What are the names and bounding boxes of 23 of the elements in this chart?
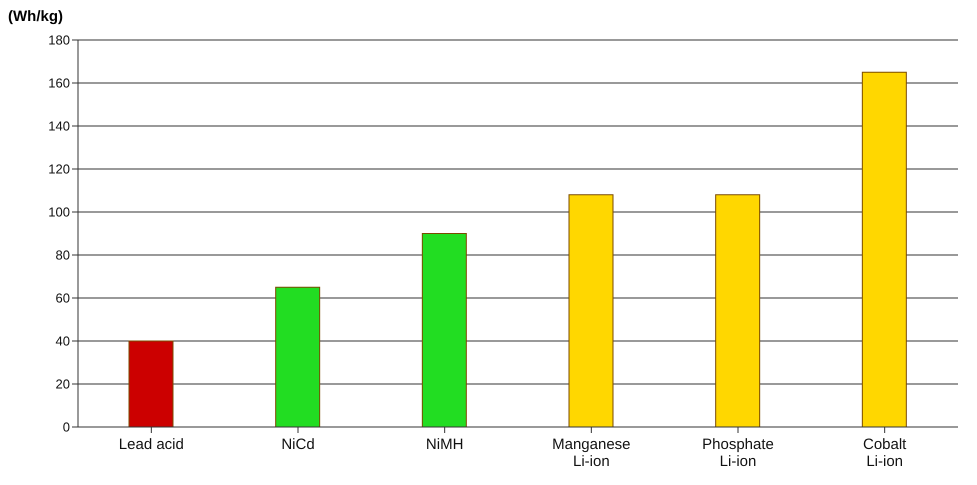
y-tick-label: 60 bbox=[56, 290, 70, 306]
x-tick-label: Lead acid bbox=[118, 436, 184, 453]
bar bbox=[862, 72, 907, 427]
y-axis-title: (Wh/kg) bbox=[8, 8, 63, 25]
bar bbox=[568, 194, 614, 427]
x-tick-label: NiMH bbox=[426, 436, 464, 453]
x-tick-label: NiCd bbox=[281, 436, 315, 453]
bar bbox=[128, 340, 174, 427]
y-tick-label: 80 bbox=[56, 248, 70, 263]
x-tick-label: Cobalt Li-ion bbox=[862, 436, 908, 470]
bar bbox=[715, 194, 760, 427]
y-tick-label: 100 bbox=[48, 204, 70, 220]
y-tick-label: 180 bbox=[48, 32, 70, 48]
y-tick-label: 0 bbox=[62, 420, 70, 435]
x-tick-label: Manganese Li-ion bbox=[552, 436, 631, 470]
bar bbox=[422, 233, 467, 427]
y-tick-label: 120 bbox=[48, 162, 70, 177]
y-tick-label: 160 bbox=[48, 76, 70, 91]
bar bbox=[275, 286, 320, 427]
x-tick-label: Phosphate Li-ion bbox=[702, 436, 774, 470]
y-tick-label: 20 bbox=[56, 376, 70, 392]
y-tick-label: 140 bbox=[48, 118, 70, 134]
y-tick-label: 40 bbox=[56, 334, 70, 349]
